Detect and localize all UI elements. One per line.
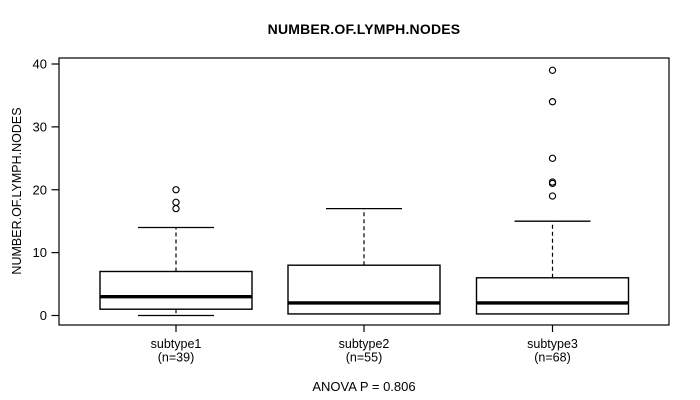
group-label-subtype2: subtype2: [339, 337, 390, 351]
boxplot-box-subtype1: [99, 270, 253, 310]
outlier-point: [172, 198, 180, 206]
outlier-point: [548, 154, 557, 162]
group-n-label-subtype1: (n=39): [158, 351, 194, 365]
y-tick-label: 40: [33, 57, 47, 72]
group-n-label-subtype2: (n=55): [346, 351, 382, 365]
y-tick-label: 10: [33, 245, 47, 260]
boxplot-box-subtype2: [287, 264, 441, 315]
outlier-point: [548, 178, 557, 186]
outlier-point: [172, 204, 180, 213]
y-tick-label: 20: [33, 182, 47, 197]
boxplot-box-subtype3: [475, 277, 630, 315]
y-tick-label: 30: [33, 119, 47, 134]
outlier-point: [548, 66, 557, 74]
y-tick-label: 0: [40, 308, 47, 323]
outlier-point: [172, 186, 180, 194]
chart-title: NUMBER.OF.LYMPH.NODES: [267, 21, 461, 37]
group-label-subtype1: subtype1: [151, 337, 202, 351]
outlier-point: [548, 98, 557, 106]
group-label-subtype3: subtype3: [527, 337, 578, 351]
anova-p-value: ANOVA P = 0.806: [312, 379, 416, 394]
group-n-label-subtype3: (n=68): [534, 351, 570, 365]
outlier-point: [548, 192, 557, 200]
